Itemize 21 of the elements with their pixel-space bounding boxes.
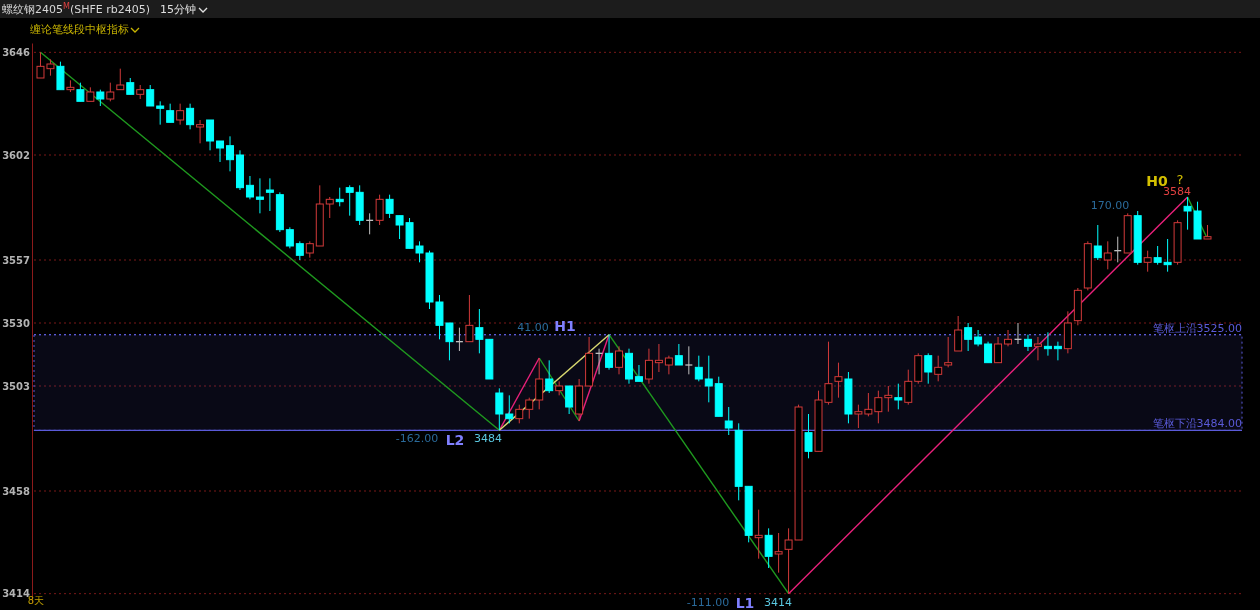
text: 15分钟 [160,3,197,16]
y-tick-label: 3557 [2,254,31,266]
annotation: L2 [445,432,465,448]
chart-title: 螺纹钢2405$^{M}$(SHFE rb2405) [2,1,151,16]
annotation: ? [1176,172,1184,187]
annotation: -162.00 [395,432,439,445]
annotation: -111.00 [686,596,730,609]
annotation: 3414 [764,596,792,609]
y-tick-label: 3530 [2,317,31,329]
annotation: 170.00 [1090,199,1130,212]
annotation: L1 [735,595,755,610]
ref-line-label: 笔枢上沿3525.00 [1152,321,1242,335]
annotation: 41.00 [517,321,549,334]
y-tick-label: 3646 [2,47,31,59]
y-tick-label: 3458 [2,485,31,497]
y-tick-label: 3503 [2,380,31,392]
annotation: 3484 [474,432,502,445]
chart-subtitle: 缠论笔线段中枢指标 [30,23,129,36]
annotation: H1 [554,318,576,334]
ref-line-label: 笔枢下沿3484.00 [1152,417,1242,431]
y-tick-label: 3602 [2,149,31,161]
